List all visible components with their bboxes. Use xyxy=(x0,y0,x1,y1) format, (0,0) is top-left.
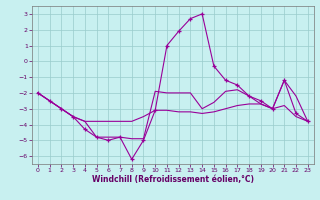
X-axis label: Windchill (Refroidissement éolien,°C): Windchill (Refroidissement éolien,°C) xyxy=(92,175,254,184)
